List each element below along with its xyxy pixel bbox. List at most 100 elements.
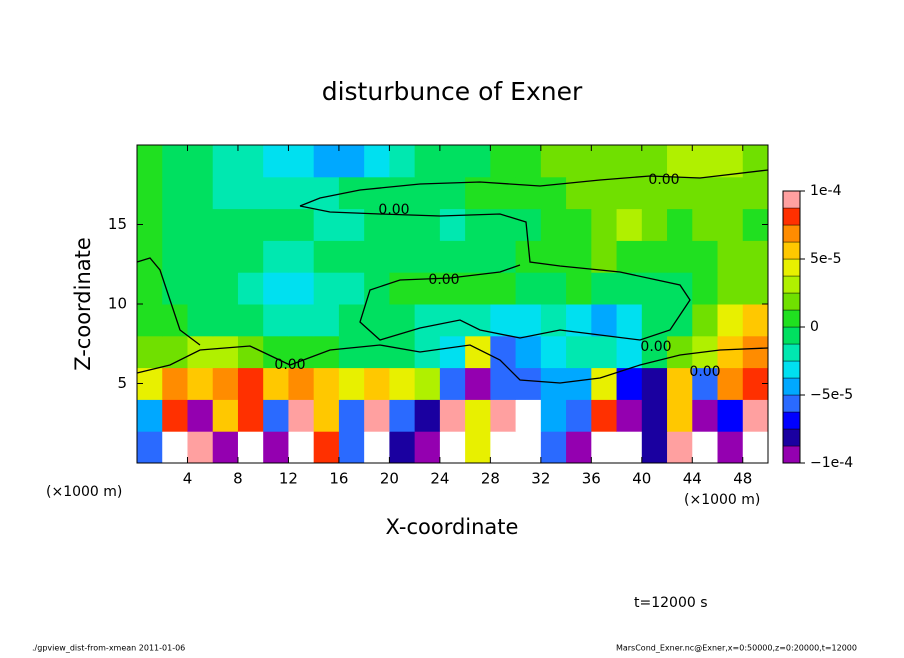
field-cell (616, 145, 643, 178)
field-cell (288, 399, 315, 432)
x-tick-label: 28 (481, 470, 500, 488)
field-cell (616, 272, 643, 305)
field-cell (338, 208, 365, 241)
contour-line (299, 169, 769, 207)
field-cell (313, 176, 340, 210)
field-cell (414, 399, 441, 432)
field-cell (237, 367, 264, 400)
field-cell (490, 272, 517, 305)
footer-left: ./gpview_dist-from-xmean 2011-01-06 (32, 644, 185, 653)
field-cell (742, 399, 769, 432)
field-cell (212, 240, 239, 273)
y-axis-label: Z-coordinate (71, 237, 95, 371)
field-cell (237, 176, 264, 210)
field-cell (540, 145, 567, 178)
field-cell (692, 176, 719, 210)
field-cell (515, 145, 542, 178)
colorbar-cell (782, 207, 801, 226)
field-cell (742, 240, 769, 273)
field-cell (237, 145, 264, 178)
x-tick-label: 36 (582, 470, 601, 488)
field-cell (414, 304, 441, 337)
field-cell (313, 399, 340, 432)
colorbar-cell (782, 394, 801, 413)
field-cell (414, 272, 441, 305)
x-tick-label: 12 (279, 470, 298, 488)
field-cell (364, 145, 390, 178)
field-cell (162, 176, 188, 210)
field-cell (667, 176, 693, 210)
field-cell (641, 304, 668, 337)
field-cell (237, 208, 264, 241)
field-cell (566, 272, 592, 305)
field-cell (591, 176, 618, 210)
field-cell (641, 145, 668, 178)
x-unit: (×1000 m) (684, 492, 760, 508)
field-cell (540, 431, 567, 464)
field-cell (313, 145, 340, 178)
x-tick-label: 40 (632, 470, 651, 488)
field-cell (288, 176, 315, 210)
field-cell (540, 176, 567, 210)
field-cell (465, 335, 491, 369)
y-tick-label: 10 (108, 295, 127, 313)
colorbar-tick-label: 0 (810, 319, 819, 335)
field-cell (515, 208, 542, 241)
contour-lines (136, 169, 769, 384)
field-cell (288, 208, 315, 241)
field-cell (212, 176, 239, 210)
x-tick-label: 44 (683, 470, 702, 488)
field-cell (389, 176, 416, 210)
field-cell (263, 367, 289, 400)
field-cell (439, 399, 466, 432)
field-cell (490, 304, 517, 337)
field-cell (263, 304, 289, 337)
colorbar-cell (782, 224, 801, 243)
field-cell (389, 272, 416, 305)
colorbar-cell (782, 411, 801, 430)
field-cell (414, 431, 441, 464)
field-cell (566, 208, 592, 241)
field-cell (742, 272, 769, 305)
field-cell (414, 145, 441, 178)
field-cell (591, 145, 618, 178)
x-tick-label: 8 (233, 470, 243, 488)
field-cell (364, 399, 390, 432)
colorbar-cell (782, 343, 801, 362)
field-cell (490, 208, 517, 241)
field-cell (187, 240, 214, 273)
field-cell (212, 208, 239, 241)
field-cell (515, 431, 542, 464)
x-tick-label: 48 (733, 470, 752, 488)
field-cell (288, 145, 315, 178)
field-cell (162, 431, 188, 464)
field-cell (692, 304, 719, 337)
field-cell (667, 272, 693, 305)
field-cell (212, 367, 239, 400)
field-cell (187, 176, 214, 210)
field-cell (591, 399, 618, 432)
colorbar-cell (782, 445, 801, 464)
field-cell (667, 431, 693, 464)
field-cell (490, 145, 517, 178)
field-cell (313, 272, 340, 305)
field-cell (313, 367, 340, 400)
field-cell (237, 304, 264, 337)
contour-label: 0.00 (648, 172, 679, 188)
field-cell (465, 367, 491, 400)
field-cell (616, 240, 643, 273)
colorbar-cell (782, 377, 801, 396)
field-cell (591, 304, 618, 337)
field-cell (439, 304, 466, 337)
field-cell (263, 272, 289, 305)
colorbar-cell (782, 326, 801, 345)
field-cell (439, 240, 466, 273)
field-cell (364, 176, 390, 210)
field-cell (137, 431, 163, 464)
field-cell (364, 335, 390, 369)
field-cell (717, 399, 744, 432)
field-cell (692, 367, 719, 400)
field-cell (742, 431, 769, 464)
field-cell (641, 208, 668, 241)
field-cell (742, 176, 769, 210)
